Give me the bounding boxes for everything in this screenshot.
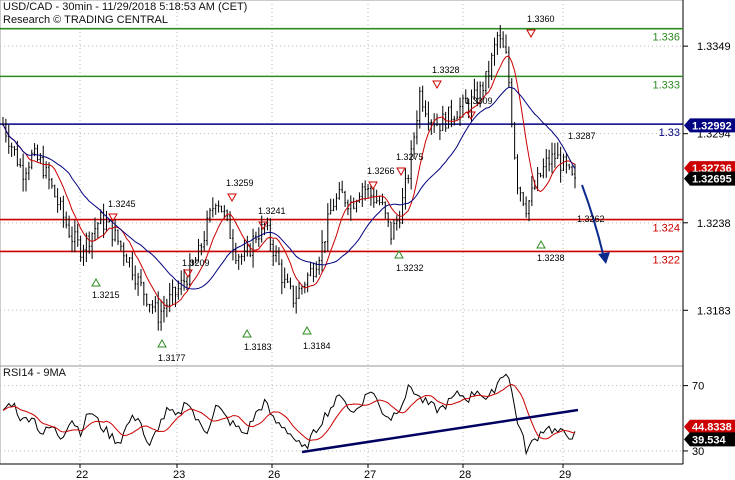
annotation-high-label: 1.3360 bbox=[527, 14, 555, 24]
ma-slow-line bbox=[2, 86, 576, 290]
horizontal-levels: 1.336 1.333 1.33 1.324 1.322 bbox=[0, 27, 683, 266]
level-label: 1.322 bbox=[652, 254, 680, 266]
y-tick-label: 1.3238 bbox=[697, 218, 731, 230]
annotation-low-label: 1.3183 bbox=[244, 342, 272, 352]
x-tick-label: 26 bbox=[268, 469, 280, 480]
rsi-tag-ma-bg bbox=[684, 419, 735, 434]
forecast-arrow-line bbox=[581, 184, 605, 259]
annotation-high-label: 1.3275 bbox=[396, 152, 424, 162]
price-tag-last-bg bbox=[684, 171, 735, 186]
rsi-tag-ma: 44.8338 bbox=[692, 422, 732, 434]
up-triangle-icon bbox=[394, 249, 404, 259]
annotation-low-label: 1.3184 bbox=[303, 341, 331, 351]
annotation-high-label: 1.3259 bbox=[226, 178, 254, 188]
annotation-high-label: 1.3266 bbox=[367, 166, 395, 176]
rsi-tick-label: 30 bbox=[692, 446, 704, 458]
up-triangle-icon bbox=[302, 325, 312, 335]
up-triangle-icon bbox=[242, 328, 252, 338]
moving-averages bbox=[2, 55, 610, 308]
annotation-low-label: 1.3232 bbox=[396, 263, 424, 273]
rsi-plot-frame bbox=[0, 365, 684, 465]
down-triangle-icon bbox=[227, 193, 237, 203]
annotation-plain-label: 1.3287 bbox=[568, 131, 596, 141]
down-triangle-icon bbox=[432, 80, 442, 90]
price-tag-pivot: 1.32992 bbox=[692, 120, 732, 132]
y-tick-label: 1.3349 bbox=[697, 41, 731, 53]
x-tick-label: 28 bbox=[459, 469, 471, 480]
rsi-line bbox=[2, 373, 576, 456]
chart-subtitle: Research © TRADING CENTRAL bbox=[3, 14, 168, 26]
rsi-ma-line bbox=[2, 383, 576, 441]
rsi-tag-last-bg bbox=[684, 432, 735, 447]
rsi-trendline bbox=[301, 408, 579, 454]
grid bbox=[0, 0, 683, 464]
down-triangle-icon bbox=[466, 111, 476, 121]
annotation-high-label: 1.3209 bbox=[182, 258, 210, 268]
annotation-low-label: 1.3215 bbox=[92, 290, 120, 300]
chart-title: USD/CAD - 30min - 11/29/2018 5:18:53 AM … bbox=[3, 1, 248, 13]
level-label: 1.336 bbox=[652, 32, 680, 44]
annotation-low-label: 1.3177 bbox=[158, 353, 186, 363]
level-label: 1.324 bbox=[652, 223, 680, 235]
forecast-arrow-head bbox=[598, 252, 610, 264]
up-triangle-icon bbox=[157, 338, 167, 348]
rsi-panel-label: RSI14 - 9MA bbox=[3, 367, 66, 379]
down-triangle-icon bbox=[526, 29, 536, 39]
up-triangle-icon bbox=[536, 239, 546, 249]
annotation-high-label: 1.3309 bbox=[465, 96, 493, 106]
down-triangle-icon bbox=[368, 181, 378, 191]
rsi-series bbox=[2, 373, 579, 456]
x-tick-label: 22 bbox=[76, 469, 88, 480]
main-plot-frame bbox=[0, 0, 684, 367]
price-tag-pivot-bg bbox=[684, 118, 735, 133]
x-tick-label: 23 bbox=[173, 469, 185, 480]
annotation-high-label: 1.3241 bbox=[258, 206, 286, 216]
x-tick-label: 27 bbox=[364, 469, 376, 480]
rsi-tick-label: 70 bbox=[692, 381, 704, 393]
down-triangle-icon bbox=[108, 213, 118, 223]
annotation-high-label: 1.3328 bbox=[432, 65, 460, 75]
down-triangle-icon bbox=[396, 167, 406, 177]
annotation-high-label: 1.3245 bbox=[108, 199, 136, 209]
annotation-low-label: 1.3238 bbox=[537, 253, 565, 263]
down-triangle-icon bbox=[183, 269, 193, 279]
price-tag-ma-bg bbox=[684, 161, 735, 176]
x-tick-label: 29 bbox=[559, 469, 571, 480]
rsi-tag-last: 39.534 bbox=[692, 434, 727, 446]
level-label: 1.33 bbox=[659, 127, 680, 139]
level-label: 1.333 bbox=[652, 79, 680, 91]
up-triangle-icon bbox=[91, 277, 101, 287]
annotation-plain-label: 1.3262 bbox=[577, 214, 605, 224]
y-tick-label: 1.3183 bbox=[697, 305, 731, 317]
ma-fast-line bbox=[2, 55, 576, 308]
candles bbox=[2, 24, 576, 331]
price-tag-last: 1.32695 bbox=[692, 174, 732, 186]
down-triangle-icon bbox=[258, 221, 268, 231]
